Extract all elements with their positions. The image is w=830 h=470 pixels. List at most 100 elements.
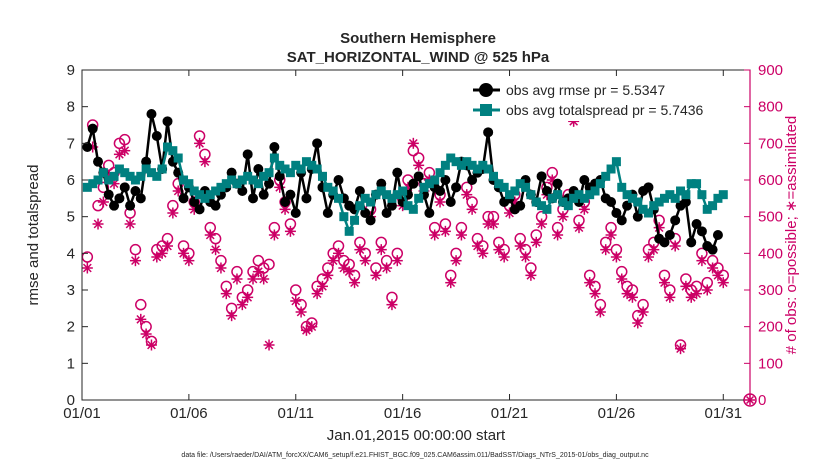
obs-assimilated-point xyxy=(445,277,457,289)
rmse-point xyxy=(712,230,723,240)
spread-point xyxy=(462,157,472,167)
rmse-point xyxy=(606,197,617,207)
rmse-point xyxy=(483,127,494,138)
obs-assimilated-point xyxy=(151,251,163,263)
spread-point xyxy=(553,190,563,200)
obs-assimilated-point xyxy=(487,218,499,230)
obs-assimilated-point xyxy=(370,269,382,281)
spread-point xyxy=(157,164,167,174)
obs-assimilated-point xyxy=(680,280,692,292)
spread-point xyxy=(98,168,108,178)
y-right-tick-label: 400 xyxy=(758,245,783,262)
y-tick-label: 9 xyxy=(67,62,75,79)
spread-point xyxy=(451,157,461,167)
spread-point xyxy=(419,182,429,192)
chart-title: Southern Hemisphere xyxy=(340,30,496,47)
spread-point xyxy=(88,179,98,189)
spread-point xyxy=(403,201,413,211)
spread-point xyxy=(285,168,295,178)
obs-assimilated-point xyxy=(226,310,238,322)
spread-point xyxy=(221,179,231,189)
obs-assimilated-point xyxy=(322,269,334,281)
x-tick-label: 01/16 xyxy=(384,405,422,422)
obs-assimilated-point xyxy=(220,288,232,300)
obs-assimilated-point xyxy=(359,255,371,267)
spread-point xyxy=(408,204,418,214)
spread-point xyxy=(494,179,504,189)
spread-point xyxy=(109,171,119,181)
obs-assimilated-point xyxy=(455,229,467,241)
y-right-tick-label: 600 xyxy=(758,172,783,189)
spread-point xyxy=(280,164,290,174)
obs-assimilated-point xyxy=(204,229,216,241)
obs-assimilated-point xyxy=(616,273,628,285)
spread-point xyxy=(430,175,440,185)
spread-point xyxy=(328,186,338,196)
spread-point xyxy=(200,193,210,203)
obs-assimilated-point xyxy=(199,156,211,168)
rmse-point xyxy=(109,200,120,211)
spread-point xyxy=(269,153,279,163)
spread-point xyxy=(472,164,482,174)
spread-point xyxy=(440,160,450,170)
obs-assimilated-point xyxy=(263,339,275,351)
y-tick-label: 1 xyxy=(67,355,75,372)
rmse-point xyxy=(82,142,93,152)
spread-point xyxy=(232,179,242,189)
obs-assimilated-point xyxy=(178,247,190,259)
spread-point xyxy=(173,153,183,163)
obs-assimilated-point xyxy=(461,189,473,201)
obs-assimilated-point xyxy=(664,291,676,303)
rmse-point xyxy=(248,193,259,204)
y-tick-label: 2 xyxy=(67,319,75,336)
rmse-point xyxy=(691,219,702,229)
x-tick-label: 01/26 xyxy=(598,405,636,422)
obs-assimilated-point xyxy=(658,277,670,289)
obs-assimilated-point xyxy=(135,313,147,325)
obs-assimilated-point xyxy=(632,317,644,329)
rmse-point xyxy=(664,230,675,240)
y-tick-label: 5 xyxy=(67,209,75,226)
obs-assimilated-point xyxy=(236,299,248,311)
spread-point xyxy=(371,190,381,200)
obs-assimilated-point xyxy=(162,240,174,252)
rmse-point xyxy=(141,156,152,167)
rmse-point xyxy=(696,226,707,237)
obs-assimilated-point xyxy=(701,284,713,296)
rmse-point xyxy=(119,182,130,193)
spread-point xyxy=(601,171,611,181)
obs-assimilated-point xyxy=(311,288,323,300)
spread-point xyxy=(627,193,637,203)
plot-marks xyxy=(81,108,757,407)
spread-point xyxy=(659,193,669,203)
x-axis-label: Jan.01,2015 00:00:00 start xyxy=(327,427,506,444)
obs-assimilated-point xyxy=(124,218,136,230)
rmse-point xyxy=(280,197,291,207)
obs-assimilated-point xyxy=(717,277,729,289)
obs-assimilated-point xyxy=(386,299,398,311)
obs-assimilated-point xyxy=(145,339,157,351)
x-tick-label: 01/11 xyxy=(278,405,314,422)
spread-point xyxy=(248,175,258,185)
spread-point xyxy=(253,179,263,189)
obs-assimilated-point xyxy=(696,255,708,267)
obs-assimilated-point xyxy=(707,262,719,274)
obs-assimilated-point xyxy=(119,145,131,157)
obs-possible-point xyxy=(102,159,115,172)
spread-point xyxy=(82,182,92,192)
rmse-point xyxy=(226,167,237,178)
spread-point xyxy=(130,175,140,185)
rmse-point xyxy=(354,186,365,196)
spread-point xyxy=(312,164,322,174)
rmse-point xyxy=(435,186,446,196)
rmse-point xyxy=(515,200,526,211)
spread-point xyxy=(259,171,269,181)
obs-assimilated-point xyxy=(691,288,703,300)
rmse-point xyxy=(392,167,403,178)
rmse-point xyxy=(125,200,136,211)
rmse-point xyxy=(210,200,221,211)
spread-point xyxy=(708,201,718,211)
obs-assimilated-point xyxy=(231,273,243,285)
obs-assimilated-point xyxy=(156,247,168,259)
